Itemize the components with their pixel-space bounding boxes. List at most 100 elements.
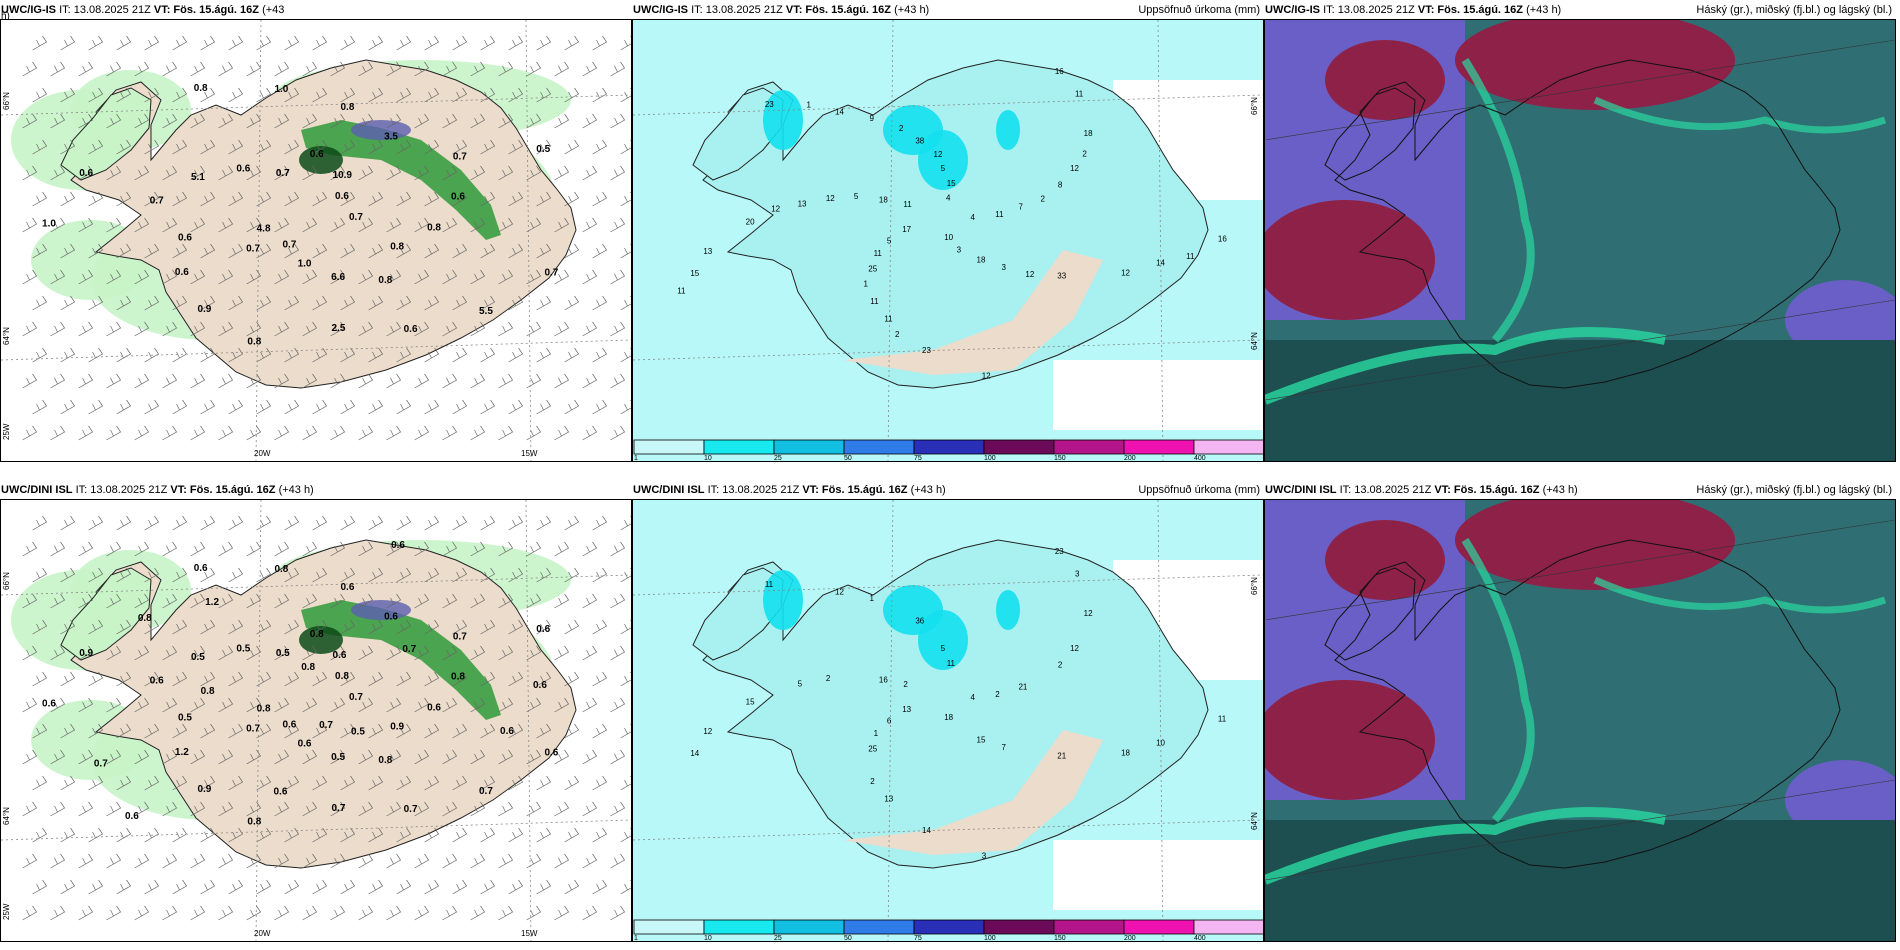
- wind-barb: [554, 801, 570, 817]
- wind-barb: [274, 217, 290, 233]
- precip-core: [996, 110, 1020, 150]
- wind-barb: [50, 749, 66, 765]
- wind-barb: [330, 217, 346, 233]
- wind-barb: [358, 801, 374, 817]
- wind-barb: [424, 399, 440, 415]
- wind-barb: [172, 87, 188, 103]
- precip-value: 1.0: [274, 84, 288, 95]
- wind-barb: [228, 35, 244, 51]
- wind-barb: [554, 113, 570, 129]
- mid-cloud-area: [1455, 20, 1735, 110]
- wind-barb: [368, 35, 384, 51]
- wind-barb: [340, 87, 356, 103]
- panel-precip-igis: UWC/IG-IS IT: 13.08.2025 21Z VT: Fös. 15…: [632, 0, 1264, 462]
- low-cloud-area: [1265, 340, 1895, 461]
- wind-barb: [302, 217, 318, 233]
- wind-barb: [452, 723, 468, 739]
- wind-barb: [526, 853, 542, 869]
- lead-time-cont: h): [1, 11, 10, 22]
- lat-label: 64°N: [2, 807, 11, 825]
- wind-barb: [498, 269, 514, 285]
- wind-barb: [116, 347, 132, 363]
- wind-barb: [144, 243, 160, 259]
- wind-barb: [22, 321, 38, 337]
- wind-barb: [396, 879, 412, 895]
- wind-barb: [564, 347, 580, 363]
- wind-barb: [106, 165, 122, 181]
- wind-barb: [190, 113, 206, 129]
- wind-barb: [498, 645, 514, 661]
- panel-wind-igis: UWC/IG-IS IT: 13.08.2025 21Z VT: Fös. 15…: [0, 0, 632, 462]
- wind-barb: [78, 269, 94, 285]
- precip-value: 0.8: [335, 671, 349, 682]
- wind-barb: [200, 671, 216, 687]
- wind-barb: [582, 321, 598, 337]
- wind-barb: [284, 567, 300, 583]
- wind-barb: [312, 723, 328, 739]
- wind-barb: [452, 347, 468, 363]
- wind-barb: [78, 165, 94, 181]
- model-label: UWC/IG-IS: [1, 4, 56, 16]
- lat-label: 66°N: [2, 572, 11, 590]
- westfjords-land: [60, 87, 152, 181]
- precip-value: 11: [1186, 252, 1195, 261]
- wind-barb: [564, 723, 580, 739]
- wind-barb: [302, 165, 318, 181]
- precip-map: 4657512131210142318162125362115121411111…: [633, 500, 1263, 941]
- wind-barb: [480, 191, 496, 207]
- wind-barb: [256, 243, 272, 259]
- wind-barb: [470, 373, 486, 389]
- colorbar-label: 200: [1124, 935, 1136, 941]
- precip-value: 6.6: [331, 272, 345, 283]
- colorbar-label: 10: [704, 455, 712, 461]
- wind-barb: [330, 593, 346, 609]
- wind-barb: [330, 853, 346, 869]
- wind-barb: [480, 399, 496, 415]
- dry-area: [843, 250, 1103, 375]
- wind-barb: [246, 801, 262, 817]
- wind-barb: [162, 749, 178, 765]
- wind-barb: [88, 191, 104, 207]
- wind-barb: [396, 827, 412, 843]
- wind-barb: [340, 295, 356, 311]
- wind-barb: [302, 61, 318, 77]
- wind-barb: [106, 541, 122, 557]
- wind-barb: [162, 269, 178, 285]
- wind-barb: [22, 645, 38, 661]
- wind-barb: [50, 801, 66, 817]
- precip-value: 9: [870, 114, 875, 123]
- precip-value: 5.1: [191, 172, 205, 183]
- precip-value: 0.5: [191, 652, 205, 663]
- wind-barb: [330, 321, 346, 337]
- model-label: UWC/IG-IS: [1265, 4, 1320, 16]
- colorbar-cell: [1193, 439, 1263, 455]
- wind-barb: [414, 269, 430, 285]
- wind-barb: [582, 801, 598, 817]
- panel-precip-dini: UWC/DINI ISL IT: 13.08.2025 21Z VT: Fös.…: [632, 480, 1264, 942]
- wind-barb: [134, 61, 150, 77]
- wind-barb: [200, 827, 216, 843]
- wind-barb: [246, 853, 262, 869]
- wind-barb: [172, 879, 188, 895]
- wind-barb: [498, 425, 514, 441]
- cloud-edge: [1593, 96, 1887, 134]
- precip-value: 1.2: [205, 597, 219, 608]
- wind-barb: [312, 347, 328, 363]
- wind-barb: [162, 593, 178, 609]
- wind-barb: [554, 61, 570, 77]
- wind-barb: [144, 775, 160, 791]
- wind-barb: [386, 269, 402, 285]
- precip-value: 0.8: [247, 817, 261, 828]
- wind-barb: [536, 191, 552, 207]
- precip-value: 1: [870, 594, 875, 603]
- wind-barb: [218, 61, 234, 77]
- wind-barb: [396, 723, 412, 739]
- wind-barb: [172, 139, 188, 155]
- lat-label: 64°N: [1250, 332, 1259, 350]
- wind-barb: [442, 541, 458, 557]
- wind-barb: [256, 399, 272, 415]
- wind-barb: [368, 567, 384, 583]
- precip-value: 15: [690, 269, 699, 278]
- precip-core: [763, 570, 803, 630]
- wind-barb: [134, 541, 150, 557]
